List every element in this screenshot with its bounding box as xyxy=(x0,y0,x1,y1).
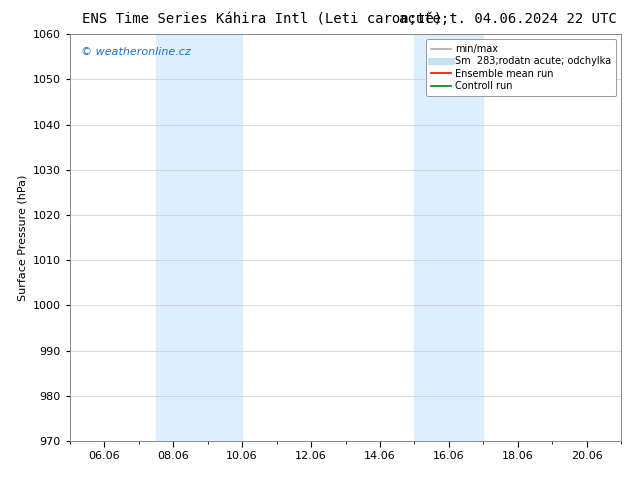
Bar xyxy=(415,34,483,441)
Text: acute;t. 04.06.2024 22 UTC: acute;t. 04.06.2024 22 UTC xyxy=(399,12,617,26)
Text: © weatheronline.cz: © weatheronline.cz xyxy=(81,47,191,56)
Legend: min/max, Sm  283;rodatn acute; odchylka, Ensemble mean run, Controll run: min/max, Sm 283;rodatn acute; odchylka, … xyxy=(426,39,616,96)
Y-axis label: Surface Pressure (hPa): Surface Pressure (hPa) xyxy=(17,174,27,301)
Bar xyxy=(156,34,242,441)
Text: ENS Time Series Káhira Intl (Leti caron;tě): ENS Time Series Káhira Intl (Leti caron;… xyxy=(82,12,443,26)
